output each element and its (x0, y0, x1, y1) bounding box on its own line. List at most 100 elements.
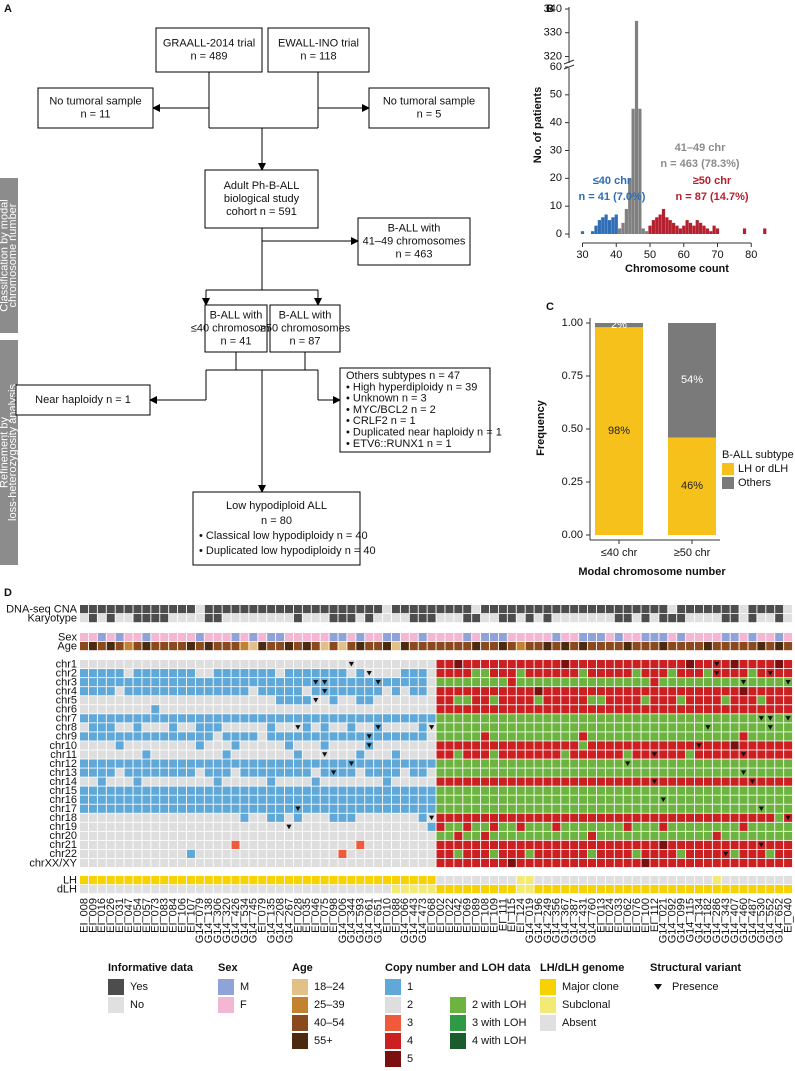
heatmap-cell (748, 858, 757, 868)
heatmap-cell (311, 642, 320, 651)
heatmap-cell (427, 840, 436, 849)
heatmap-cell (730, 669, 739, 678)
heatmap-cell (222, 759, 231, 768)
column-label: EI_009 (87, 898, 99, 933)
heatmap-cell (748, 741, 757, 750)
heatmap-cell (614, 642, 623, 651)
heatmap-cell (302, 768, 311, 777)
heatmap-cell (739, 759, 748, 768)
heatmap-cell (204, 822, 213, 831)
heatmap-cell (97, 759, 106, 768)
heatmap-cell (552, 605, 561, 614)
heatmap-cell (686, 741, 695, 750)
heatmap-cell (365, 849, 374, 859)
heatmap-cell (302, 876, 311, 885)
heatmap-cell (534, 660, 543, 669)
legend-label: Presence (672, 981, 718, 993)
heatmap-cell (231, 813, 240, 822)
heatmap-cell (400, 723, 409, 732)
heatmap-cell (302, 858, 311, 868)
heatmap-cell (686, 687, 695, 696)
heatmap-cell (374, 705, 383, 714)
heatmap-cell (124, 614, 133, 623)
heatmap-cell (347, 885, 356, 894)
heatmap-cell (267, 705, 276, 714)
heatmap-cell (302, 849, 311, 859)
heatmap-cell (730, 849, 739, 859)
heatmap-cell (320, 876, 329, 885)
heatmap-cell (472, 822, 481, 831)
heatmap-cell (436, 660, 445, 669)
heatmap-cell (133, 732, 142, 741)
heatmap-cell (712, 741, 721, 750)
heatmap-cell (712, 614, 721, 623)
heatmap-cell (507, 849, 516, 859)
heatmap-cell (454, 759, 463, 768)
heatmap-cell (570, 858, 579, 868)
column-label: G14_079 (194, 898, 206, 943)
flow-connectors (149, 72, 370, 493)
heatmap-cell (516, 768, 525, 777)
heatmap-cell (596, 705, 605, 714)
heatmap-cell (374, 696, 383, 705)
legend-title: Structural variant (650, 962, 741, 974)
heatmap-cell (570, 633, 579, 642)
heatmap-cell (730, 840, 739, 849)
heatmap-cell (596, 822, 605, 831)
heatmap-cell (142, 840, 151, 849)
heatmap-cell (97, 777, 106, 786)
value-label: 2% (611, 319, 627, 331)
heatmap-cell (775, 759, 784, 768)
heatmap-cell (231, 876, 240, 885)
heatmap-cell (329, 750, 338, 759)
column-label: EI_075 (319, 898, 331, 933)
heatmap-cell (498, 687, 507, 696)
heatmap-cell (320, 696, 329, 705)
heatmap-cell (596, 660, 605, 669)
heatmap-cell (97, 786, 106, 795)
heatmap-cell (142, 858, 151, 868)
heatmap-cell (534, 858, 543, 868)
heatmap-cell (195, 786, 204, 795)
heatmap-cell (703, 822, 712, 831)
heatmap-cell (632, 849, 641, 859)
heatmap-cell (436, 849, 445, 859)
heatmap-cell (222, 858, 231, 868)
y-tick-label: 20 (550, 172, 562, 184)
heatmap-cell (311, 714, 320, 723)
heatmap-cell (142, 813, 151, 822)
heatmap-cell (436, 732, 445, 741)
heatmap-cell (623, 642, 632, 651)
heatmap-cell (552, 741, 561, 750)
heatmap-cell (169, 777, 178, 786)
heatmap-cell (632, 633, 641, 642)
heatmap-cell (383, 741, 392, 750)
heatmap-cell (178, 614, 187, 623)
heatmap-cell (525, 840, 534, 849)
column-label: EI_016 (96, 898, 108, 933)
heatmap-cell (436, 696, 445, 705)
heatmap-cell (498, 777, 507, 786)
heatmap-cell (88, 786, 97, 795)
heatmap-cell (186, 669, 195, 678)
heatmap-cell (766, 768, 775, 777)
heatmap-cell (445, 750, 454, 759)
heatmap-cell (115, 768, 124, 777)
flow-box (339, 367, 491, 453)
heatmap-cell (588, 669, 597, 678)
heatmap-cell (614, 732, 623, 741)
heatmap-cell (231, 605, 240, 614)
heatmap-cell (88, 840, 97, 849)
heatmap-cell (267, 876, 276, 885)
heatmap-cell (151, 714, 160, 723)
legend-label: No (130, 999, 144, 1011)
heatmap-cell (588, 813, 597, 822)
heatmap-cell (302, 642, 311, 651)
heatmap-cell (703, 669, 712, 678)
heatmap-cell (623, 804, 632, 813)
heatmap-cell (516, 831, 525, 840)
heatmap-cell (650, 768, 659, 777)
heatmap-cell (133, 705, 142, 714)
heatmap-cell (472, 633, 481, 642)
sv-marker (366, 743, 372, 748)
